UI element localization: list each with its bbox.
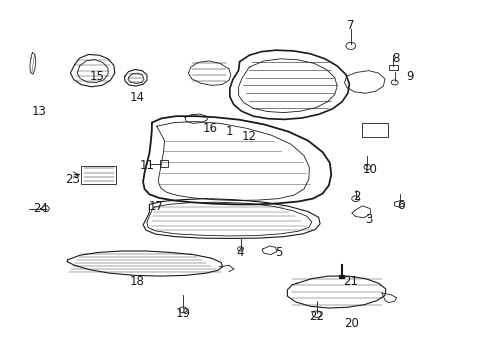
Bar [159,160,168,167]
Bar [338,275,344,279]
Bar [388,64,397,69]
Text: 22: 22 [308,310,324,324]
Text: 24: 24 [33,202,48,215]
Bar [361,123,387,137]
Text: 21: 21 [343,275,358,288]
Text: 15: 15 [90,69,104,82]
Text: 3: 3 [365,213,372,226]
Bar [81,166,116,184]
Text: 12: 12 [242,130,256,144]
Text: 2: 2 [352,190,360,203]
Text: 18: 18 [129,275,144,288]
Text: 10: 10 [362,163,376,176]
Text: 17: 17 [148,201,163,213]
Text: 9: 9 [406,69,413,82]
Text: 5: 5 [274,246,282,259]
Text: 14: 14 [129,91,144,104]
Text: 7: 7 [346,19,354,32]
Text: 6: 6 [396,199,404,212]
Text: 20: 20 [344,317,359,330]
Text: 8: 8 [391,51,399,64]
Text: 11: 11 [139,159,154,172]
Text: 23: 23 [65,173,80,186]
Text: 19: 19 [176,307,191,320]
Text: 1: 1 [225,125,233,138]
Text: 4: 4 [236,246,244,259]
Text: 16: 16 [203,122,218,135]
Text: 13: 13 [31,105,46,118]
